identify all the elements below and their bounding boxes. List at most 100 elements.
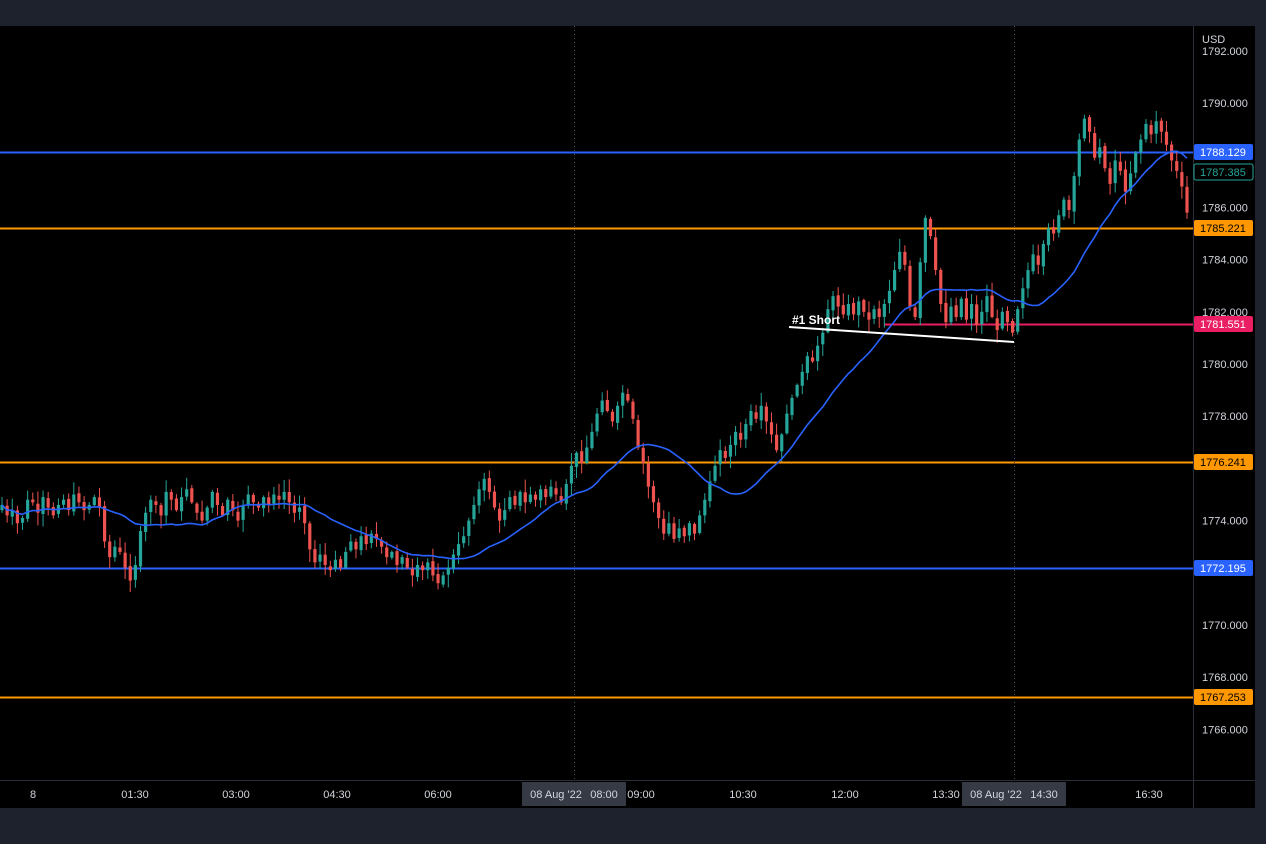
candle[interactable] [503, 497, 507, 527]
candle[interactable] [518, 489, 522, 512]
candle[interactable] [498, 502, 502, 533]
candle[interactable] [169, 489, 173, 511]
candle[interactable] [641, 442, 645, 475]
candle[interactable] [893, 261, 897, 293]
candle[interactable] [739, 422, 743, 448]
candle[interactable] [733, 426, 738, 456]
candle[interactable] [113, 540, 117, 562]
candle[interactable] [949, 297, 953, 326]
candle[interactable] [323, 543, 327, 575]
candle[interactable] [164, 480, 168, 524]
candle[interactable] [1149, 120, 1153, 144]
candle[interactable] [713, 455, 717, 484]
candle[interactable] [1041, 240, 1045, 275]
candle[interactable] [251, 492, 255, 514]
candle[interactable] [564, 479, 568, 511]
candle[interactable] [918, 257, 922, 326]
candle[interactable] [621, 385, 625, 419]
candle[interactable] [785, 404, 789, 435]
price-tag[interactable]: 1787.385 [1193, 163, 1254, 181]
candle[interactable] [698, 510, 702, 535]
price-tag[interactable]: 1781.551 [1194, 316, 1253, 332]
candle[interactable] [144, 506, 148, 542]
candle[interactable] [210, 489, 214, 514]
candle[interactable] [138, 525, 143, 572]
candle[interactable] [451, 549, 456, 574]
candle[interactable] [72, 482, 76, 516]
candle[interactable] [364, 526, 368, 551]
price-tag[interactable]: 1785.221 [1194, 220, 1253, 236]
candle[interactable] [985, 284, 989, 322]
candle[interactable] [882, 299, 886, 328]
candle[interactable] [174, 494, 179, 512]
candle[interactable] [846, 294, 851, 321]
candle[interactable] [467, 517, 471, 546]
candle[interactable] [728, 435, 733, 469]
candle[interactable] [1072, 172, 1076, 224]
candle[interactable] [923, 215, 927, 273]
candle[interactable] [46, 491, 50, 516]
candle[interactable] [626, 388, 630, 403]
candle[interactable] [836, 287, 840, 317]
candle[interactable] [108, 535, 112, 569]
candle[interactable] [303, 497, 307, 535]
candle[interactable] [975, 295, 979, 333]
candle[interactable] [1000, 307, 1004, 331]
candle[interactable] [672, 516, 676, 543]
candle[interactable] [133, 556, 137, 588]
candle[interactable] [959, 296, 963, 320]
candle[interactable] [92, 494, 96, 507]
candle[interactable] [359, 526, 363, 556]
candle[interactable] [954, 297, 958, 322]
candle[interactable] [631, 398, 635, 424]
candle[interactable] [703, 493, 707, 524]
candle[interactable] [780, 433, 784, 462]
candle[interactable] [1139, 134, 1143, 164]
candle[interactable] [580, 439, 584, 474]
candle[interactable] [826, 299, 830, 334]
candle[interactable] [590, 423, 594, 451]
candle[interactable] [816, 336, 820, 371]
candle[interactable] [10, 498, 14, 525]
candle[interactable] [426, 558, 430, 579]
candle[interactable] [1123, 160, 1128, 205]
candle[interactable] [118, 537, 122, 555]
candle[interactable] [764, 402, 768, 434]
candle[interactable] [1108, 162, 1112, 195]
candle[interactable] [1164, 121, 1169, 151]
candle[interactable] [1052, 219, 1056, 241]
candle[interactable] [554, 481, 558, 502]
candle[interactable] [1144, 119, 1148, 143]
candle[interactable] [867, 301, 871, 333]
candle[interactable] [51, 502, 55, 519]
candle[interactable] [462, 526, 466, 548]
candle[interactable] [667, 511, 671, 537]
candle[interactable] [1005, 306, 1010, 332]
candle[interactable] [559, 487, 563, 505]
candle[interactable] [472, 496, 476, 525]
candle[interactable] [708, 470, 712, 508]
candle[interactable] [1062, 196, 1066, 220]
candle[interactable] [1180, 161, 1184, 199]
candle[interactable] [190, 484, 194, 505]
candle[interactable] [1031, 244, 1035, 275]
candle[interactable] [205, 505, 209, 526]
candle[interactable] [969, 294, 974, 331]
candle[interactable] [610, 409, 615, 427]
candle[interactable] [67, 493, 71, 516]
candle[interactable] [287, 479, 291, 515]
candle[interactable] [944, 290, 948, 329]
candle[interactable] [195, 502, 199, 521]
candle[interactable] [533, 491, 538, 507]
candle[interactable] [31, 492, 35, 506]
candle[interactable] [1021, 277, 1025, 319]
candle[interactable] [908, 260, 912, 311]
candle[interactable] [513, 490, 517, 510]
candle[interactable] [338, 555, 343, 572]
candle[interactable] [508, 490, 512, 512]
candle[interactable] [333, 550, 338, 572]
candle[interactable] [718, 439, 722, 477]
candle[interactable] [1098, 138, 1102, 164]
candle[interactable] [1087, 114, 1092, 143]
